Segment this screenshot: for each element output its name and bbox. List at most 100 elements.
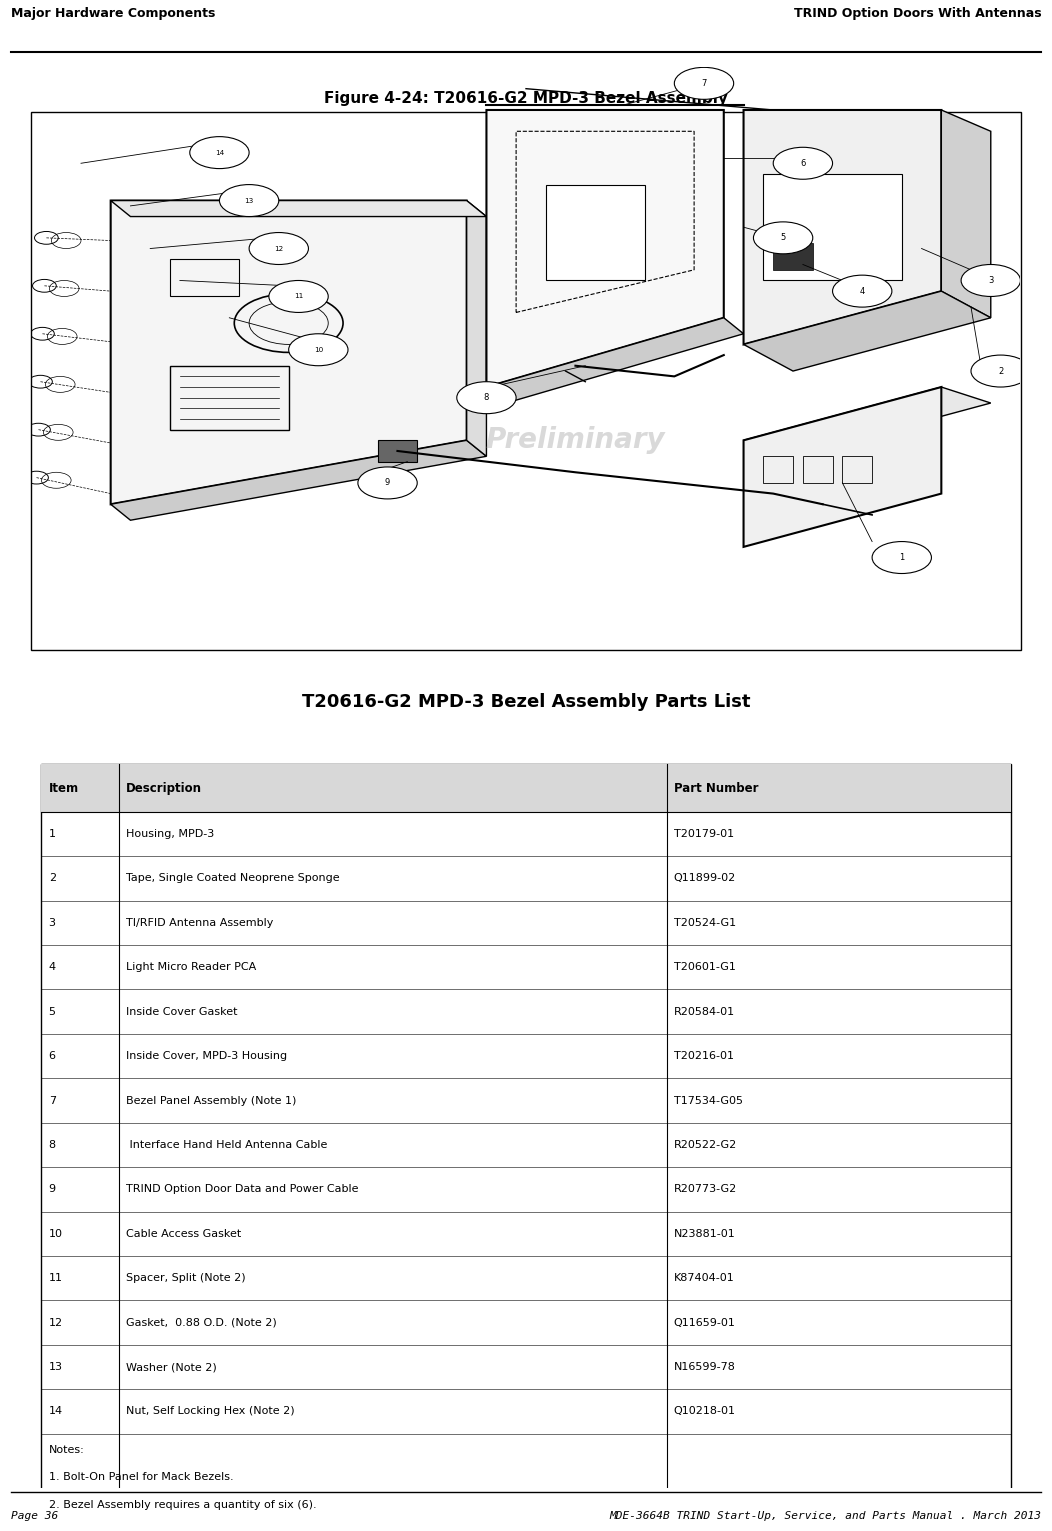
Text: 2: 2 (998, 366, 1004, 375)
Text: Gasket,  0.88 O.D. (Note 2): Gasket, 0.88 O.D. (Note 2) (126, 1318, 277, 1327)
Circle shape (773, 147, 832, 179)
Text: T20616-G2 MPD-3 Bezel Assembly Parts List: T20616-G2 MPD-3 Bezel Assembly Parts Lis… (302, 694, 750, 710)
Polygon shape (744, 110, 942, 344)
Circle shape (971, 355, 1030, 387)
Text: Figure 4-24: T20616-G2 MPD-3 Bezel Assembly: Figure 4-24: T20616-G2 MPD-3 Bezel Assem… (324, 90, 728, 106)
Text: 6: 6 (801, 159, 806, 168)
Text: Page 36: Page 36 (11, 1511, 58, 1520)
Text: Spacer, Split (Note 2): Spacer, Split (Note 2) (126, 1274, 246, 1283)
Circle shape (962, 265, 1020, 297)
Text: TRIND Option Door Data and Power Cable: TRIND Option Door Data and Power Cable (126, 1185, 359, 1194)
FancyBboxPatch shape (32, 112, 1020, 649)
Text: Q10218-01: Q10218-01 (673, 1407, 735, 1416)
Bar (764, 456, 793, 482)
Text: Housing, MPD-3: Housing, MPD-3 (126, 828, 215, 839)
Circle shape (269, 280, 328, 312)
Text: 4: 4 (859, 286, 865, 295)
Circle shape (358, 467, 418, 499)
Circle shape (674, 67, 733, 100)
Text: R20773-G2: R20773-G2 (673, 1185, 737, 1194)
Bar (170, 366, 288, 430)
Text: TRIND Option Doors With Antennas: TRIND Option Doors With Antennas (794, 8, 1041, 20)
Text: 3: 3 (988, 276, 993, 285)
Text: 8: 8 (48, 1141, 56, 1150)
Bar (546, 185, 645, 280)
Text: N16599-78: N16599-78 (673, 1363, 735, 1372)
Polygon shape (486, 110, 724, 387)
Text: MDE-3664B TRIND Start-Up, Service, and Parts Manual . March 2013: MDE-3664B TRIND Start-Up, Service, and P… (609, 1511, 1041, 1520)
Text: T20179-01: T20179-01 (673, 828, 734, 839)
Polygon shape (744, 387, 991, 456)
Text: 12: 12 (275, 245, 283, 251)
Text: 10: 10 (48, 1229, 63, 1239)
Text: T20216-01: T20216-01 (673, 1052, 733, 1061)
Text: Washer (Note 2): Washer (Note 2) (126, 1363, 217, 1372)
Text: N23881-01: N23881-01 (673, 1229, 735, 1239)
Text: 6: 6 (48, 1052, 56, 1061)
Text: 8: 8 (484, 393, 489, 403)
Text: Inside Cover, MPD-3 Housing: Inside Cover, MPD-3 Housing (126, 1052, 287, 1061)
Text: T20524-G1: T20524-G1 (673, 917, 735, 928)
Bar (773, 243, 813, 269)
Bar (378, 441, 418, 462)
Text: 4: 4 (48, 961, 56, 972)
Text: 5: 5 (781, 233, 786, 242)
Text: K87404-01: K87404-01 (673, 1274, 734, 1283)
Text: 11: 11 (48, 1274, 63, 1283)
Text: 10: 10 (313, 346, 323, 352)
Text: Cable Access Gasket: Cable Access Gasket (126, 1229, 242, 1239)
Text: Preliminary: Preliminary (486, 426, 665, 455)
Bar (764, 175, 902, 280)
Polygon shape (744, 291, 991, 371)
Text: T17534-G05: T17534-G05 (673, 1096, 743, 1105)
Bar (843, 456, 872, 482)
FancyBboxPatch shape (41, 764, 1011, 1531)
Text: 3: 3 (48, 917, 56, 928)
Text: 14: 14 (48, 1407, 63, 1416)
Text: 9: 9 (48, 1185, 56, 1194)
Bar (170, 259, 239, 297)
Text: Item: Item (48, 782, 79, 795)
Polygon shape (942, 110, 991, 318)
Text: 5: 5 (48, 1007, 56, 1017)
Polygon shape (110, 441, 486, 521)
Bar (803, 456, 832, 482)
Circle shape (872, 542, 931, 574)
Text: Inside Cover Gasket: Inside Cover Gasket (126, 1007, 238, 1017)
Text: Tape, Single Coated Neoprene Sponge: Tape, Single Coated Neoprene Sponge (126, 873, 340, 883)
Text: Nut, Self Locking Hex (Note 2): Nut, Self Locking Hex (Note 2) (126, 1407, 295, 1416)
Circle shape (288, 334, 348, 366)
Text: 7: 7 (48, 1096, 56, 1105)
Polygon shape (110, 201, 467, 504)
Circle shape (457, 381, 517, 413)
Circle shape (249, 233, 308, 265)
Polygon shape (486, 318, 744, 403)
Polygon shape (744, 387, 942, 547)
Text: 1: 1 (899, 553, 905, 562)
Text: Description: Description (126, 782, 202, 795)
Text: 7: 7 (702, 80, 707, 87)
Circle shape (220, 185, 279, 216)
Text: Part Number: Part Number (673, 782, 758, 795)
Text: 14: 14 (215, 150, 224, 156)
Polygon shape (467, 201, 486, 456)
Text: Bezel Panel Assembly (Note 1): Bezel Panel Assembly (Note 1) (126, 1096, 297, 1105)
Text: 1. Bolt-On Panel for Mack Bezels.: 1. Bolt-On Panel for Mack Bezels. (48, 1473, 234, 1482)
Text: Light Micro Reader PCA: Light Micro Reader PCA (126, 961, 257, 972)
Text: Major Hardware Components: Major Hardware Components (11, 8, 215, 20)
FancyBboxPatch shape (41, 764, 1011, 811)
Text: 2: 2 (48, 873, 56, 883)
Text: Interface Hand Held Antenna Cable: Interface Hand Held Antenna Cable (126, 1141, 327, 1150)
Text: 13: 13 (244, 197, 254, 204)
Text: TI/RFID Antenna Assembly: TI/RFID Antenna Assembly (126, 917, 274, 928)
Text: 9: 9 (385, 479, 390, 487)
Text: 11: 11 (294, 294, 303, 300)
Text: 2. Bezel Assembly requires a quantity of six (6).: 2. Bezel Assembly requires a quantity of… (48, 1499, 317, 1510)
Circle shape (189, 136, 249, 168)
Polygon shape (110, 201, 486, 216)
Text: T20601-G1: T20601-G1 (673, 961, 735, 972)
Text: 13: 13 (48, 1363, 63, 1372)
Text: 12: 12 (48, 1318, 63, 1327)
Text: Notes:: Notes: (48, 1445, 84, 1454)
Text: R20584-01: R20584-01 (673, 1007, 735, 1017)
